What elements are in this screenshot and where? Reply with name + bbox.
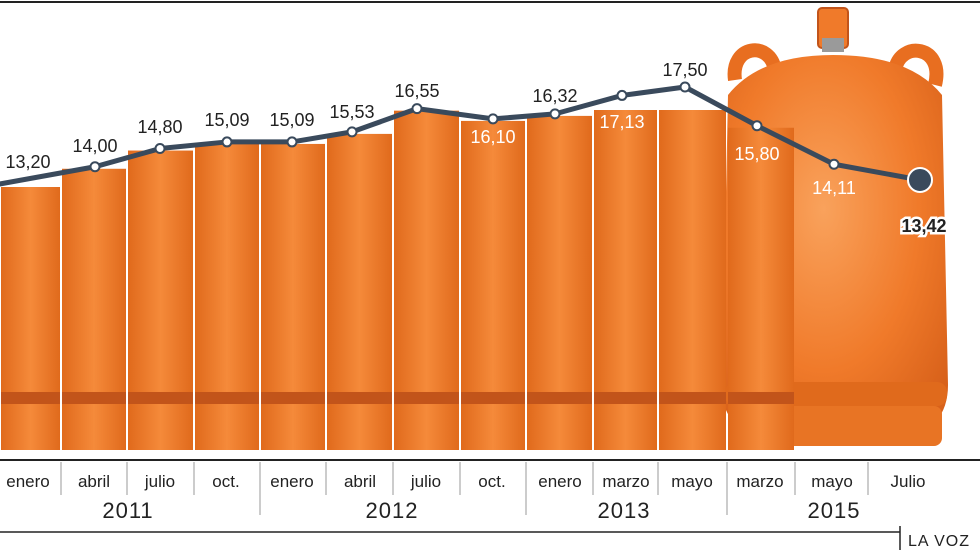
price-line-path <box>0 84 921 187</box>
month-tick-label: oct. <box>212 472 239 491</box>
data-value-label: 14,00 <box>72 136 117 156</box>
data-point <box>487 113 499 125</box>
data-point <box>411 103 423 115</box>
cylinder-bar-band <box>261 392 325 404</box>
cylinder-bar-band <box>128 392 193 404</box>
cylinder-bar-band <box>659 392 726 404</box>
month-tick-label: enero <box>270 472 313 491</box>
year-label: 2012 <box>366 498 419 523</box>
data-point <box>828 158 840 170</box>
month-tick-label: mayo <box>811 472 853 491</box>
cylinder-bar-band <box>527 392 592 404</box>
cylinder-bar-body <box>261 143 325 450</box>
highlight-value-label: 13,42 <box>901 216 946 236</box>
data-value-label: 15,53 <box>329 102 374 122</box>
data-value-label: 17,50 <box>662 60 707 80</box>
data-point <box>286 136 298 148</box>
source-label: LA VOZ <box>908 533 970 550</box>
month-tick-label: marzo <box>736 472 783 491</box>
cylinder-bar <box>62 168 126 450</box>
cylinder-bar-band <box>461 392 525 404</box>
data-point <box>154 143 166 155</box>
cylinder-bar-band <box>62 392 126 404</box>
cylinder-bar-body <box>128 150 193 450</box>
data-point <box>89 161 101 173</box>
month-tick-label: mayo <box>671 472 713 491</box>
data-value-label: 16,10 <box>470 127 515 147</box>
month-tick-label: abril <box>344 472 376 491</box>
data-value-label: 15,09 <box>269 110 314 130</box>
cylinder-bar-band <box>594 392 657 404</box>
data-value-label: 14,11 <box>812 178 856 198</box>
year-label: 2011 <box>102 498 153 523</box>
data-value-label: 13,20 <box>5 152 50 172</box>
cylinder-bar-body <box>1 187 60 450</box>
cylinder-bar <box>1 187 60 450</box>
cylinder-bar <box>659 110 726 450</box>
last-point-marker <box>907 166 933 193</box>
data-value-label: 15,09 <box>204 110 249 130</box>
year-label: 2013 <box>598 498 651 523</box>
data-point <box>679 81 691 93</box>
cylinder-bar-band <box>1 392 60 404</box>
price-line <box>0 81 933 193</box>
month-tick-label: julio <box>144 472 175 491</box>
data-point <box>751 120 763 132</box>
month-tick-label: enero <box>6 472 49 491</box>
cylinder-bar-band <box>195 392 259 404</box>
data-value-label: 16,32 <box>532 86 577 106</box>
cylinder-bars <box>1 110 794 451</box>
cylinder-bar <box>327 133 392 450</box>
cylinder-bar <box>128 150 193 450</box>
cylinder-bar <box>594 110 657 450</box>
data-value-label: 17,13 <box>599 112 644 132</box>
cylinder-bar-body <box>62 168 126 450</box>
data-point <box>221 136 233 148</box>
cylinder-bar-body <box>195 143 259 450</box>
cylinder-bar-band <box>327 392 392 404</box>
value-labels: 13,20 14,00 14,80 15,09 15,09 15,53 16,55 16,10… <box>5 60 949 239</box>
cylinder-bar <box>261 143 325 450</box>
data-point <box>549 108 561 120</box>
month-tick-label: enero <box>538 472 581 491</box>
cylinder-bar-band <box>394 392 459 404</box>
month-tick-label: oct. <box>478 472 505 491</box>
data-point <box>346 126 358 138</box>
month-tick-label: Julio <box>891 472 926 491</box>
cylinder-bar-band <box>728 392 794 404</box>
data-value-label: 14,80 <box>137 117 182 137</box>
data-point <box>616 89 628 101</box>
data-value-label: 15,80 <box>734 144 779 164</box>
x-axis: enero abril julio oct. enero abril julio oct. en… <box>0 459 980 523</box>
cylinder-bar <box>195 143 259 450</box>
year-label: 2015 <box>808 498 861 523</box>
cylinder-bar <box>527 115 592 451</box>
cylinder-bar <box>461 120 525 450</box>
month-tick-label: julio <box>410 472 441 491</box>
cylinder-bar <box>728 127 794 450</box>
cylinder-bar <box>394 110 459 451</box>
month-tick-label: marzo <box>602 472 649 491</box>
month-tick-label: abril <box>78 472 110 491</box>
data-value-label: 16,55 <box>394 81 439 101</box>
